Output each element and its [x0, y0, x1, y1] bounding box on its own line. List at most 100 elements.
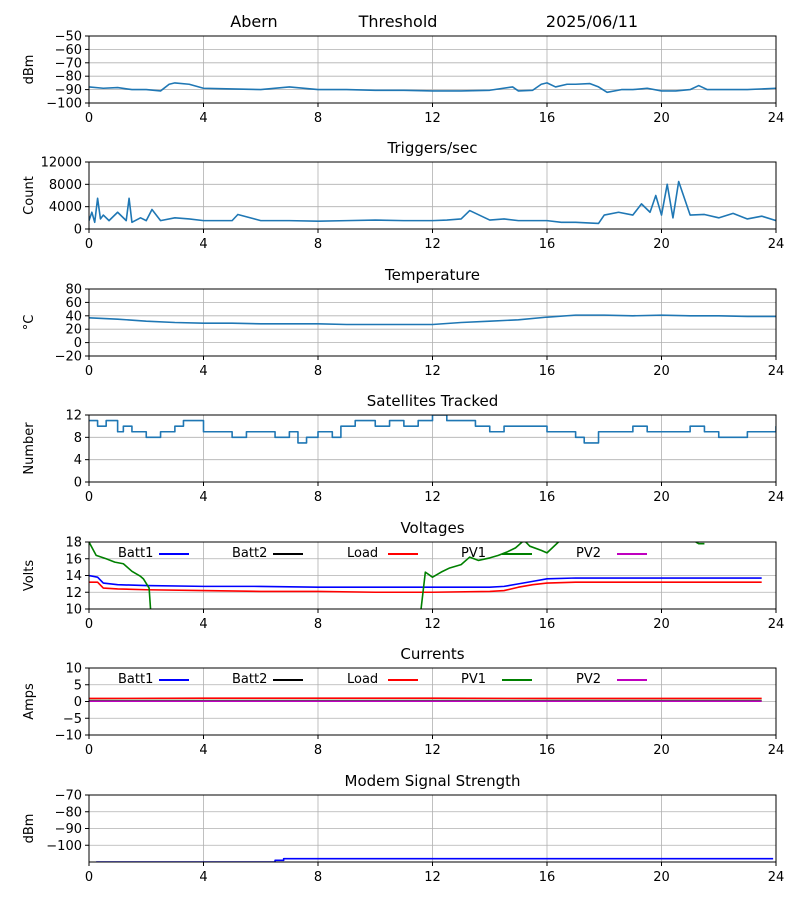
series-line-pv1: [695, 542, 705, 545]
chart-title: Modem Signal Strength: [345, 772, 521, 790]
y-tick-label: −60: [55, 43, 82, 58]
series-line-default: [89, 180, 776, 225]
x-tick-label: 4: [199, 870, 207, 885]
x-tick-label: 8: [314, 617, 322, 632]
y-tick-label: 18: [65, 536, 82, 551]
x-tick-label: 12: [424, 237, 441, 252]
x-tick-label: 12: [424, 617, 441, 632]
chart-title: Triggers/sec: [387, 139, 478, 157]
series-line-load: [89, 581, 762, 594]
x-tick-label: 4: [199, 743, 207, 758]
x-tick-label: 20: [653, 743, 670, 758]
chart-panel-4: 0 4 8 12 16 20 24 0 4 8 12 Satellites Tracked Number: [22, 392, 784, 505]
y-tick-label: 10: [65, 603, 82, 618]
x-tick-label: 16: [539, 111, 556, 126]
x-tick-label: 12: [424, 743, 441, 758]
y-axis-label: °C: [22, 315, 37, 331]
x-tick-label: 24: [768, 490, 785, 505]
x-tick-label: 16: [539, 743, 556, 758]
x-tick-label: 16: [539, 237, 556, 252]
y-axis-label: Count: [22, 176, 37, 215]
y-tick-label: −50: [55, 30, 82, 45]
series-line-default: [89, 415, 776, 444]
legend-label-pv1: PV1: [461, 546, 486, 561]
y-tick-label: 5: [74, 678, 82, 693]
legend-label-pv1: PV1: [461, 672, 486, 687]
x-tick-label: 8: [314, 490, 322, 505]
x-tick-label: 4: [199, 617, 207, 632]
header: Abern Threshold 2025/06/11: [230, 12, 638, 31]
x-tick-label: 20: [653, 490, 670, 505]
x-tick-label: 0: [85, 111, 93, 126]
y-tick-label: 20: [65, 323, 82, 338]
x-tick-label: 4: [199, 111, 207, 126]
x-tick-label: 20: [653, 237, 670, 252]
x-tick-label: 8: [314, 870, 322, 885]
x-tick-label: 0: [85, 490, 93, 505]
chart-panel-7: 0 4 8 12 16 20 24 −100 −90 −80−70 Modem Signal Str…: [22, 772, 784, 885]
chart-title: Temperature: [384, 266, 480, 284]
series-line-batt1: [89, 574, 762, 589]
legend-label-batt1: Batt1: [118, 546, 153, 561]
x-tick-label: 0: [85, 237, 93, 252]
x-tick-label: 20: [653, 364, 670, 379]
x-tick-label: 20: [653, 870, 670, 885]
y-tick-label: 16: [65, 552, 82, 567]
series-line-default: [89, 314, 776, 326]
chart-panel-1: 0 4 8 12 16 20 24 −100−90−80−70−60−50 dBm: [22, 30, 784, 127]
y-tick-label: −100: [46, 839, 82, 854]
x-tick-label: 4: [199, 490, 207, 505]
x-tick-label: 24: [768, 743, 785, 758]
y-tick-label: −70: [55, 789, 82, 804]
y-axis-label: dBm: [22, 55, 37, 85]
x-tick-label: 4: [199, 364, 207, 379]
x-tick-label: 12: [424, 364, 441, 379]
y-tick-label: 8000: [49, 178, 82, 193]
x-tick-label: 8: [314, 111, 322, 126]
legend-label-pv2: PV2: [576, 672, 601, 687]
x-tick-label: 16: [539, 617, 556, 632]
x-tick-label: 16: [539, 870, 556, 885]
y-axis-label: dBm: [22, 814, 37, 844]
series-line-pv1: [89, 542, 152, 609]
y-axis-label: Volts: [22, 560, 37, 592]
header-station: Abern: [230, 12, 277, 31]
y-tick-label: 0: [74, 695, 82, 710]
y-tick-label: 12000: [41, 156, 82, 171]
legend-label-pv2: PV2: [576, 546, 601, 561]
y-tick-label: −80: [55, 805, 82, 820]
series-line-default: [89, 82, 776, 94]
y-tick-label: 4000: [49, 200, 82, 215]
y-tick-label: 8: [74, 431, 82, 446]
y-tick-label: −100: [46, 97, 82, 112]
x-tick-label: 8: [314, 743, 322, 758]
y-tick-label: −90: [55, 83, 82, 98]
y-axis-label: Number: [22, 422, 37, 475]
y-tick-label: −5: [63, 712, 82, 727]
y-tick-label: 4: [74, 453, 82, 468]
x-tick-label: 12: [424, 870, 441, 885]
y-tick-label: −80: [55, 70, 82, 85]
legend-label-load: Load: [347, 672, 378, 687]
y-tick-label: −70: [55, 56, 82, 71]
x-tick-label: 12: [424, 111, 441, 126]
x-tick-label: 24: [768, 237, 785, 252]
x-tick-label: 20: [653, 617, 670, 632]
legend-label-batt1: Batt1: [118, 672, 153, 687]
x-tick-label: 8: [314, 237, 322, 252]
legend-label-batt2: Batt2: [232, 672, 267, 687]
series-line-pv1: [420, 542, 560, 609]
y-tick-label: 80: [65, 283, 82, 298]
x-tick-label: 16: [539, 364, 556, 379]
legend-label-load: Load: [347, 546, 378, 561]
x-tick-label: 12: [424, 490, 441, 505]
header-mode: Threshold: [358, 12, 438, 31]
y-tick-label: 10: [65, 662, 82, 677]
y-tick-label: 12: [65, 409, 82, 424]
y-axis-label: Amps: [22, 683, 37, 720]
y-tick-label: 0: [74, 336, 82, 351]
y-tick-label: −20: [55, 350, 82, 365]
chart-panel-2: 0 4 8 12 16 20 24 0 4000 8000 12000 Triggers/sec Cou…: [22, 139, 784, 252]
